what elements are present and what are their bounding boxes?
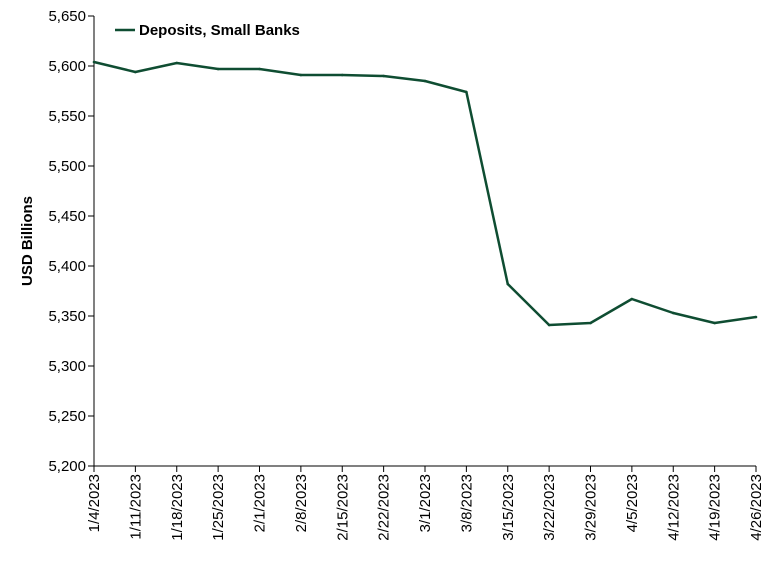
data-point xyxy=(299,73,303,77)
data-point xyxy=(92,60,96,64)
data-point xyxy=(671,311,675,315)
data-point xyxy=(175,61,179,65)
y-axis-title: USD Billions xyxy=(19,196,36,286)
data-point xyxy=(258,67,261,71)
x-tick-label: 2/15/2023 xyxy=(334,474,351,541)
y-tick-label: 5,300 xyxy=(48,358,86,375)
legend: Deposits, Small Banks xyxy=(115,22,300,39)
y-tick-label: 5,350 xyxy=(48,308,86,325)
y-tick-label: 5,600 xyxy=(48,58,86,75)
y-tick-label: 5,400 xyxy=(48,258,86,275)
data-point xyxy=(630,297,634,301)
data-point xyxy=(216,67,220,71)
data-point xyxy=(423,79,427,83)
x-tick-label: 4/5/2023 xyxy=(624,474,641,532)
data-point xyxy=(506,282,510,286)
data-point xyxy=(754,315,758,319)
x-tick-label: 3/22/2023 xyxy=(541,474,558,541)
x-tick-label: 3/1/2023 xyxy=(417,474,434,532)
y-tick-label: 5,500 xyxy=(48,158,86,175)
y-tick-label: 5,450 xyxy=(48,208,86,225)
data-point xyxy=(340,73,344,77)
x-tick-label: 3/15/2023 xyxy=(500,474,517,541)
x-tick-label: 4/19/2023 xyxy=(707,474,724,541)
data-point xyxy=(134,70,137,74)
series-layer xyxy=(92,60,758,327)
y-axis: 5,200 5,250 5,300 5,350 5,400 5,450 5,500 5,550… xyxy=(48,8,95,475)
series-line xyxy=(93,60,757,327)
data-point xyxy=(382,74,385,78)
x-tick-label: 3/8/2023 xyxy=(458,474,475,532)
legend-label: Deposits, Small Banks xyxy=(139,22,300,39)
x-tick-label: 1/11/2023 xyxy=(127,474,144,540)
x-tick-label: 1/25/2023 xyxy=(210,474,227,541)
data-point xyxy=(465,90,468,94)
x-tick-label: 2/8/2023 xyxy=(293,474,310,532)
data-point xyxy=(547,323,551,327)
x-tick-label: 2/22/2023 xyxy=(376,474,393,541)
data-point xyxy=(589,321,592,325)
data-point xyxy=(713,321,716,325)
y-tick-label: 5,650 xyxy=(48,8,86,25)
x-tick-label: 2/1/2023 xyxy=(252,474,269,532)
x-tick-label: 3/29/2023 xyxy=(583,474,600,541)
y-tick-label: 5,200 xyxy=(48,458,86,475)
y-tick-label: 5,550 xyxy=(48,108,86,125)
x-tick-label: 1/4/2023 xyxy=(86,474,103,532)
x-tick-label: 4/12/2023 xyxy=(665,474,682,541)
x-tick-label: 4/26/2023 xyxy=(748,474,765,541)
y-tick-label: 5,250 xyxy=(48,408,86,425)
x-tick-label: 1/18/2023 xyxy=(169,474,186,541)
x-axis: 1/4/2023 1/11/2023 1/18/2023 1/25/2023 2/1/2… xyxy=(86,465,765,541)
